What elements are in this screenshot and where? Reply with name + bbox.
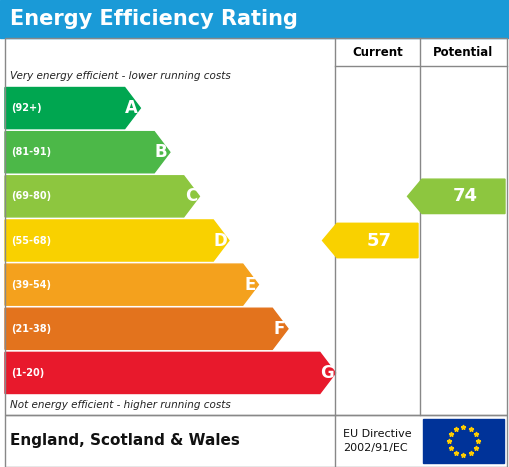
Polygon shape bbox=[5, 353, 335, 394]
Text: EU Directive: EU Directive bbox=[343, 429, 412, 439]
Text: (55-68): (55-68) bbox=[11, 235, 51, 246]
Polygon shape bbox=[323, 223, 418, 258]
Text: D: D bbox=[213, 232, 227, 249]
Polygon shape bbox=[5, 176, 200, 217]
Bar bbox=[5, 415, 507, 467]
Text: 2002/91/EC: 2002/91/EC bbox=[343, 443, 408, 453]
Text: 57: 57 bbox=[366, 232, 391, 249]
Text: Energy Efficiency Rating: Energy Efficiency Rating bbox=[10, 9, 298, 29]
Polygon shape bbox=[5, 220, 229, 261]
Text: (1-20): (1-20) bbox=[11, 368, 44, 378]
Text: A: A bbox=[125, 99, 138, 117]
Text: (69-80): (69-80) bbox=[11, 191, 51, 201]
Bar bbox=[423, 419, 504, 463]
Text: (39-54): (39-54) bbox=[11, 280, 51, 290]
Polygon shape bbox=[5, 264, 259, 305]
Text: Very energy efficient - lower running costs: Very energy efficient - lower running co… bbox=[10, 71, 231, 81]
Text: E: E bbox=[244, 276, 256, 294]
Text: C: C bbox=[185, 187, 197, 205]
Text: Current: Current bbox=[352, 45, 403, 58]
Text: (21-38): (21-38) bbox=[11, 324, 51, 334]
Text: B: B bbox=[155, 143, 167, 161]
Text: G: G bbox=[320, 364, 334, 382]
Polygon shape bbox=[408, 179, 505, 213]
Text: F: F bbox=[274, 320, 285, 338]
Text: Potential: Potential bbox=[433, 45, 494, 58]
Text: England, Scotland & Wales: England, Scotland & Wales bbox=[10, 433, 240, 448]
Text: (81-91): (81-91) bbox=[11, 147, 51, 157]
Bar bbox=[0, 0, 509, 38]
Text: 74: 74 bbox=[453, 187, 477, 205]
Bar bbox=[0, 415, 509, 467]
Polygon shape bbox=[5, 308, 288, 349]
Polygon shape bbox=[5, 132, 170, 173]
Bar bbox=[5, 38, 507, 415]
Polygon shape bbox=[5, 87, 140, 128]
Text: Not energy efficient - higher running costs: Not energy efficient - higher running co… bbox=[10, 400, 231, 410]
Text: (92+): (92+) bbox=[11, 103, 42, 113]
